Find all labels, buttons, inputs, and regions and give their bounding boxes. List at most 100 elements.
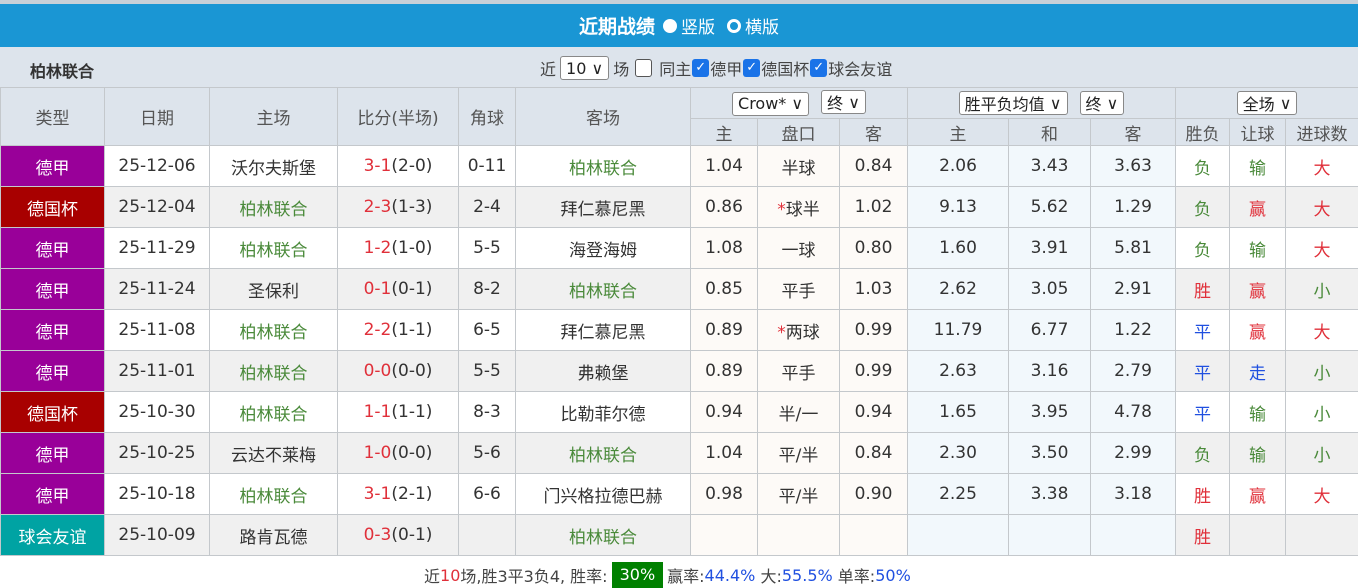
handicap-away-cell: 0.84 bbox=[839, 432, 908, 474]
odds-home-cell: 2.63 bbox=[907, 350, 1009, 392]
type-badge[interactable]: 德甲 bbox=[0, 227, 105, 269]
date: 25-10-30 bbox=[118, 402, 196, 422]
odds-home: 9.13 bbox=[939, 197, 977, 217]
radio-vertical[interactable]: 竖版 bbox=[659, 13, 715, 38]
type-label: 球会友谊 bbox=[18, 527, 87, 548]
date-cell: 25-10-30 bbox=[104, 391, 210, 433]
home-team-cell[interactable]: 柏林联合 bbox=[209, 309, 338, 351]
header-date: 日期 bbox=[104, 87, 210, 146]
type-badge[interactable]: 德甲 bbox=[0, 268, 105, 310]
score-cell[interactable]: 2-2(1-1) bbox=[337, 309, 459, 351]
full-score: 3-1 bbox=[363, 156, 392, 176]
date: 25-12-04 bbox=[118, 197, 196, 217]
company-select[interactable]: Crow* ∨ bbox=[732, 91, 810, 116]
home-team-cell[interactable]: 柏林联合 bbox=[209, 473, 338, 515]
type-label: 德甲 bbox=[35, 158, 70, 179]
away-team-cell[interactable]: 柏林联合 bbox=[515, 268, 691, 310]
period-select[interactable]: 全场 ∨ bbox=[1236, 91, 1298, 115]
handicap-away: 0.80 bbox=[854, 238, 893, 258]
score-cell[interactable]: 3-1(2-0) bbox=[337, 145, 459, 187]
handicap-home: 0.94 bbox=[705, 402, 743, 422]
type-label: 德甲 bbox=[35, 281, 70, 302]
away-team-cell[interactable]: 柏林联合 bbox=[515, 145, 691, 187]
home-team-cell[interactable]: 柏林联合 bbox=[209, 350, 338, 392]
home-team-cell[interactable]: 沃尔夫斯堡 bbox=[209, 145, 338, 187]
score-cell[interactable]: 1-0(0-0) bbox=[337, 432, 459, 474]
away-team: 比勒菲尔德 bbox=[560, 404, 646, 425]
corner-cell: 0-11 bbox=[458, 145, 516, 187]
same-home-checkbox[interactable] bbox=[635, 59, 653, 77]
score-cell[interactable]: 3-1(2-1) bbox=[337, 473, 459, 515]
odds-home-cell: 1.65 bbox=[907, 391, 1009, 433]
corners: 5-5 bbox=[473, 238, 501, 258]
header-type: 类型 bbox=[0, 87, 105, 146]
score-cell[interactable]: 2-3(1-3) bbox=[337, 186, 459, 228]
score-cell[interactable]: 0-3(0-1) bbox=[337, 514, 459, 556]
date: 25-11-24 bbox=[118, 279, 196, 299]
score-cell[interactable]: 1-2(1-0) bbox=[337, 227, 459, 269]
radio-horizontal[interactable]: 横版 bbox=[719, 13, 779, 38]
type-badge[interactable]: 德甲 bbox=[0, 432, 105, 474]
home-team-cell[interactable]: 柏林联合 bbox=[209, 186, 338, 228]
date: 25-10-25 bbox=[118, 443, 196, 463]
subheader: 盘口 bbox=[757, 118, 840, 146]
full-score: 1-0 bbox=[363, 443, 392, 463]
home-team-cell[interactable]: 柏林联合 bbox=[209, 227, 338, 269]
header-odds: 胜平负均值 ∨ 终 ∨ bbox=[907, 87, 1176, 119]
radio-checked-icon[interactable] bbox=[663, 18, 677, 33]
score-cell[interactable]: 0-1(0-1) bbox=[337, 268, 459, 310]
away-team-cell[interactable]: 门兴格拉德巴赫 bbox=[515, 473, 691, 515]
type-badge[interactable]: 德甲 bbox=[0, 350, 105, 392]
away-team-cell[interactable]: 拜仁慕尼黑 bbox=[515, 309, 691, 351]
result-cell: 胜 bbox=[1175, 268, 1230, 310]
type-badge[interactable]: 德甲 bbox=[0, 145, 105, 187]
corner-cell: 8-3 bbox=[458, 391, 516, 433]
odds-home: 11.79 bbox=[933, 320, 983, 340]
handicap-home: 0.89 bbox=[705, 361, 743, 381]
type-badge[interactable]: 球会友谊 bbox=[0, 514, 105, 556]
radio-unchecked-icon[interactable] bbox=[727, 18, 741, 33]
handicap-result: 输 bbox=[1249, 240, 1266, 261]
date-cell: 25-11-24 bbox=[104, 268, 210, 310]
away-team-cell[interactable]: 弗赖堡 bbox=[515, 350, 691, 392]
corners: 8-2 bbox=[473, 279, 501, 299]
away-team-cell[interactable]: 柏林联合 bbox=[515, 514, 691, 556]
type-label: 德甲 bbox=[35, 363, 70, 384]
odds-away-cell: 3.18 bbox=[1090, 473, 1176, 515]
odds-away: 4.78 bbox=[1114, 402, 1152, 422]
final-select-1[interactable]: 终 ∨ bbox=[821, 90, 866, 115]
score-cell[interactable]: 1-1(1-1) bbox=[337, 391, 459, 433]
score-cell[interactable]: 0-0(0-0) bbox=[337, 350, 459, 392]
home-team-cell[interactable]: 路肯瓦德 bbox=[209, 514, 338, 556]
result: 平 bbox=[1194, 363, 1211, 384]
count-select[interactable]: 10 ∨ bbox=[560, 56, 610, 80]
away-team-cell[interactable]: 拜仁慕尼黑 bbox=[515, 186, 691, 228]
home-team-cell[interactable]: 柏林联合 bbox=[209, 391, 338, 433]
league-checkbox-3[interactable]: ✓ bbox=[810, 59, 828, 77]
handicap-result: 输 bbox=[1249, 404, 1266, 425]
handicap-result-cell: 输 bbox=[1229, 391, 1286, 433]
handicap-result-cell: 赢 bbox=[1229, 473, 1286, 515]
away-team-cell[interactable]: 海登海姆 bbox=[515, 227, 691, 269]
handicap-home-cell bbox=[690, 514, 758, 556]
odds-draw: 3.05 bbox=[1030, 279, 1069, 299]
home-team-cell[interactable]: 云达不莱梅 bbox=[209, 432, 338, 474]
away-team-cell[interactable]: 柏林联合 bbox=[515, 432, 691, 474]
type-badge[interactable]: 德国杯 bbox=[0, 186, 105, 228]
handicap-line-cell bbox=[757, 514, 840, 556]
date: 25-10-09 bbox=[118, 525, 196, 545]
odds-home-cell: 2.25 bbox=[907, 473, 1009, 515]
field-label: 场 bbox=[613, 60, 630, 79]
league-checkbox-1[interactable]: ✓ bbox=[692, 59, 710, 77]
handicap-away: 0.84 bbox=[854, 156, 893, 176]
home-team-cell[interactable]: 圣保利 bbox=[209, 268, 338, 310]
type-badge[interactable]: 德甲 bbox=[0, 309, 105, 351]
avg-select[interactable]: 胜平负均值 ∨ bbox=[958, 91, 1068, 115]
away-team-cell[interactable]: 比勒菲尔德 bbox=[515, 391, 691, 433]
odds-home: 2.62 bbox=[939, 279, 977, 299]
final-select-2[interactable]: 终 ∨ bbox=[1079, 91, 1125, 115]
league-checkbox-2[interactable]: ✓ bbox=[743, 59, 761, 77]
win-rate-badge: 30% bbox=[611, 562, 664, 588]
type-badge[interactable]: 德甲 bbox=[0, 473, 105, 515]
type-badge[interactable]: 德国杯 bbox=[0, 391, 105, 433]
